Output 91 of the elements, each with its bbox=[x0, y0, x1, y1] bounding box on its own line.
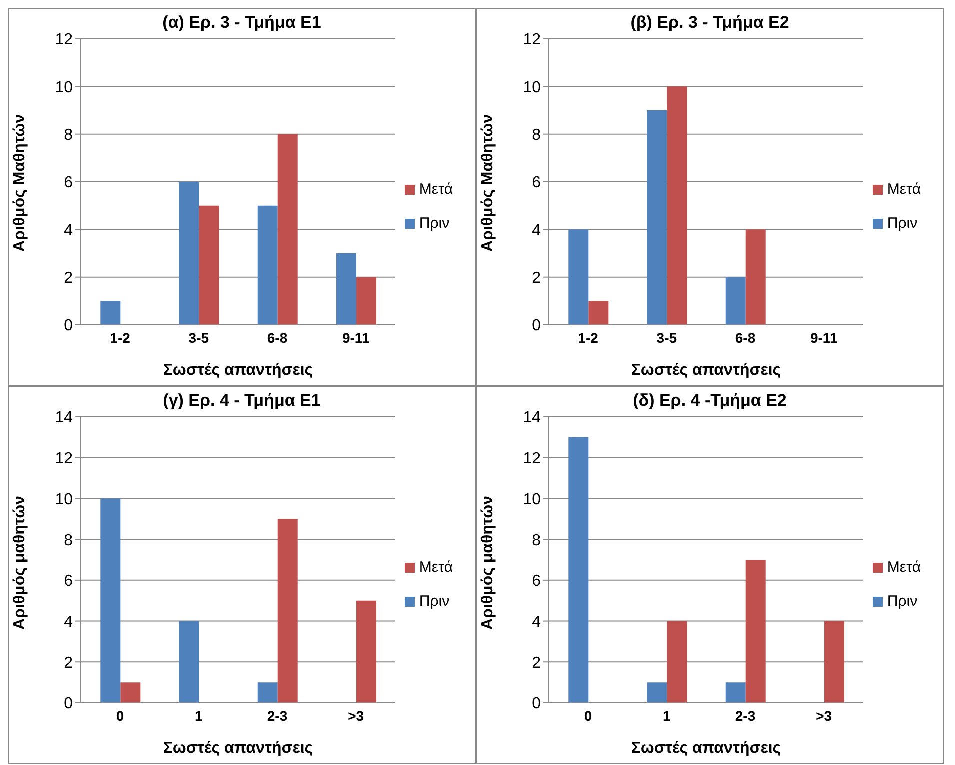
chart-title: (δ) Ερ. 4 -Τμήμα Ε2 bbox=[632, 391, 788, 411]
y-tick-label: 6 bbox=[532, 573, 542, 590]
bar bbox=[568, 230, 589, 325]
y-tick-label: 0 bbox=[64, 696, 74, 713]
bar bbox=[258, 682, 278, 703]
y-tick-label: 4 bbox=[532, 222, 542, 240]
x-tick-label: 2-3 bbox=[735, 708, 756, 724]
chart-title: (γ) Ερ. 4 - Τμήμα Ε1 bbox=[162, 391, 322, 411]
bar bbox=[746, 230, 766, 325]
y-tick-label: 4 bbox=[532, 614, 542, 631]
x-tick-label: 2-3 bbox=[267, 708, 288, 724]
x-axis-title: Σωστές απαντήσεις bbox=[163, 362, 314, 379]
y-tick-label: 8 bbox=[64, 532, 74, 550]
bar bbox=[278, 134, 298, 325]
y-tick-label: 12 bbox=[55, 32, 74, 49]
y-tick-label: 2 bbox=[64, 654, 74, 672]
y-tick-label: 2 bbox=[532, 270, 542, 288]
y-tick-label: 8 bbox=[532, 127, 542, 144]
legend-label: Πριν bbox=[419, 593, 450, 610]
x-tick-label: >3 bbox=[816, 708, 832, 724]
bar bbox=[199, 206, 220, 325]
y-tick-label: 0 bbox=[532, 318, 542, 335]
chart-title: (α) Ερ. 3 - Τμήμα Ε1 bbox=[162, 13, 322, 33]
legend-label: Μετά bbox=[887, 559, 921, 576]
y-tick-label: 4 bbox=[64, 222, 74, 240]
y-tick-label: 10 bbox=[523, 79, 542, 96]
x-tick-label: 3-5 bbox=[188, 330, 210, 346]
bar bbox=[568, 437, 589, 703]
bar bbox=[726, 277, 746, 325]
x-axis-title: Σωστές απαντήσεις bbox=[631, 362, 782, 379]
x-tick-label: 0 bbox=[584, 708, 592, 724]
bar bbox=[647, 682, 668, 703]
x-tick-label: 1 bbox=[195, 708, 204, 724]
x-tick-label: 0 bbox=[116, 708, 124, 724]
x-axis-title: Σωστές απαντήσεις bbox=[163, 740, 314, 757]
y-axis-title: Αριθμός μαθητών bbox=[480, 496, 497, 630]
x-tick-label: 6-8 bbox=[267, 330, 288, 346]
y-tick-label: 12 bbox=[523, 32, 542, 49]
x-tick-label: >3 bbox=[348, 708, 364, 724]
x-tick-label: 9-11 bbox=[810, 330, 838, 346]
bar bbox=[356, 277, 376, 325]
y-tick-label: 10 bbox=[523, 491, 542, 508]
x-tick-label: 9-11 bbox=[342, 330, 370, 346]
legend-label: Μετά bbox=[419, 181, 453, 198]
legend-label: Πριν bbox=[887, 215, 918, 232]
y-tick-label: 12 bbox=[55, 450, 74, 468]
y-tick-label: 6 bbox=[64, 573, 74, 590]
chart-title: (β) Ερ. 3 - Τμήμα Ε2 bbox=[630, 13, 790, 33]
bar bbox=[120, 682, 141, 703]
bar bbox=[824, 621, 844, 703]
bar bbox=[356, 600, 376, 703]
bar bbox=[647, 110, 668, 325]
bar bbox=[278, 519, 298, 703]
y-tick-label: 8 bbox=[532, 532, 542, 550]
y-tick-label: 0 bbox=[64, 318, 74, 335]
bar bbox=[100, 498, 121, 703]
x-axis-title: Σωστές απαντήσεις bbox=[631, 740, 782, 757]
y-tick-label: 14 bbox=[55, 410, 74, 427]
legend-label: Μετά bbox=[887, 181, 921, 198]
y-tick-label: 10 bbox=[55, 491, 74, 508]
bar bbox=[588, 301, 609, 325]
y-axis-title: Αριθμός Μαθητών bbox=[12, 114, 29, 252]
x-tick-label: 6-8 bbox=[735, 330, 756, 346]
y-axis-title: Αριθμός μαθητών bbox=[12, 496, 29, 630]
y-tick-label: 8 bbox=[64, 127, 74, 144]
y-axis-title: Αριθμός Μαθητών bbox=[480, 114, 497, 252]
bar bbox=[258, 206, 278, 325]
y-tick-label: 6 bbox=[532, 174, 542, 192]
bar bbox=[726, 682, 746, 703]
bar bbox=[336, 254, 356, 325]
legend-label: Μετά bbox=[419, 559, 453, 576]
bar bbox=[100, 301, 121, 325]
y-tick-label: 2 bbox=[532, 654, 542, 672]
legend-label: Πριν bbox=[419, 215, 450, 232]
y-tick-label: 6 bbox=[64, 174, 74, 192]
x-tick-label: 1 bbox=[663, 708, 672, 724]
y-tick-label: 2 bbox=[64, 270, 74, 288]
bar bbox=[179, 621, 200, 703]
bar bbox=[746, 560, 766, 703]
x-tick-label: 3-5 bbox=[656, 330, 678, 346]
y-tick-label: 4 bbox=[64, 614, 74, 631]
bar bbox=[179, 182, 200, 325]
bar bbox=[667, 621, 688, 703]
x-tick-label: 1-2 bbox=[578, 330, 599, 346]
y-tick-label: 14 bbox=[523, 410, 542, 427]
x-tick-label: 1-2 bbox=[110, 330, 131, 346]
y-tick-label: 0 bbox=[532, 696, 542, 713]
legend-label: Πριν bbox=[887, 593, 918, 610]
bar bbox=[667, 86, 688, 325]
y-tick-label: 12 bbox=[523, 450, 542, 468]
y-tick-label: 10 bbox=[55, 79, 74, 96]
